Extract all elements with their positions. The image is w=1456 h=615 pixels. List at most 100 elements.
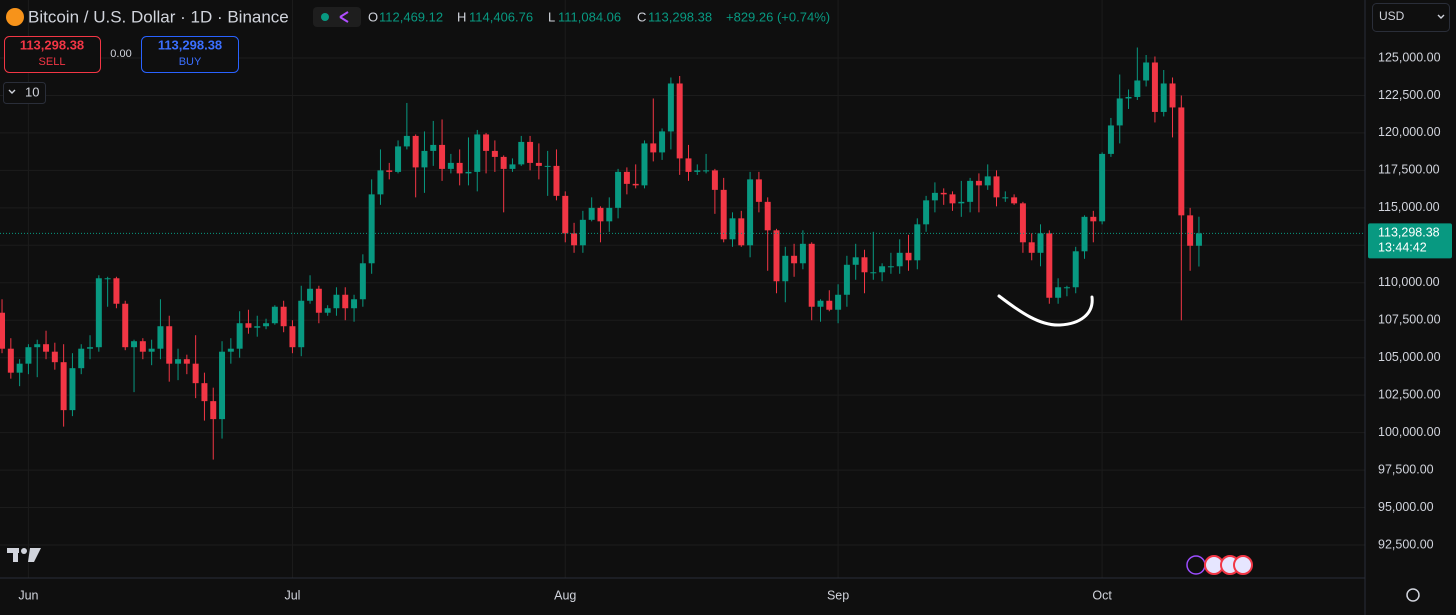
tradingview-logo [7, 548, 41, 562]
candle-body [271, 306, 278, 324]
candle-body [817, 300, 824, 307]
candle-body [51, 351, 58, 363]
candle-body [967, 180, 974, 202]
x-tick-label: Jun [18, 588, 38, 602]
currency-selector[interactable] [1372, 3, 1450, 32]
candle-body [25, 347, 32, 364]
candle-body [430, 144, 437, 151]
candle-body [227, 348, 234, 352]
candle-body [861, 257, 868, 273]
candle-body [843, 264, 850, 295]
candle-body [315, 288, 322, 313]
candle-body [923, 200, 930, 225]
close-value: 113,298.38 [648, 9, 712, 24]
candle-body [597, 207, 604, 222]
candle-body [975, 180, 982, 186]
candle-body [447, 162, 454, 169]
candle-body [0, 312, 6, 349]
candle-body [122, 303, 129, 348]
candle-body [113, 278, 120, 304]
candle-body [879, 266, 886, 273]
candle-body [984, 176, 991, 186]
candle-body [764, 201, 771, 231]
candle-body [7, 348, 14, 373]
candle-body [377, 170, 384, 195]
candle-body [579, 219, 586, 246]
candle-body [298, 300, 305, 348]
event-icon[interactable] [1186, 555, 1206, 575]
buy-button[interactable] [141, 36, 239, 73]
candle-body [1090, 216, 1097, 222]
candle-body [1125, 96, 1132, 99]
candle-body [254, 326, 261, 328]
candle-body [43, 344, 50, 352]
quantity-box[interactable] [3, 82, 46, 104]
candle-body [1178, 107, 1185, 216]
candle-body [615, 171, 622, 208]
candle-body [500, 156, 507, 169]
sell-button[interactable] [4, 36, 101, 73]
candle-body [641, 143, 648, 186]
candle-body [1037, 233, 1044, 253]
candle-body [236, 323, 243, 349]
candle-body [826, 300, 833, 310]
candle-body [553, 165, 560, 196]
candle-body [606, 207, 613, 222]
x-tick-label: Aug [554, 588, 576, 602]
candle-body [747, 179, 754, 246]
candle-body [139, 341, 146, 352]
candle-body [623, 171, 630, 184]
candle-body [773, 230, 780, 282]
candle-body [835, 294, 842, 310]
candle-body [694, 170, 701, 172]
candle-body [1195, 233, 1202, 246]
candle-body [799, 243, 806, 264]
candle-body [896, 252, 903, 267]
candle-body [69, 368, 76, 411]
candle-body [307, 288, 314, 301]
x-tick-label: Jul [284, 588, 300, 602]
candle-body [148, 348, 155, 352]
candle-body [535, 162, 542, 166]
y-tick-label: 97,500.00 [1378, 462, 1434, 476]
event-icons[interactable] [1186, 555, 1253, 575]
candle-body [395, 146, 402, 172]
candle-body [1169, 83, 1176, 108]
candle-body [359, 263, 366, 300]
event-icon[interactable] [1233, 555, 1253, 575]
candle-body [78, 348, 85, 369]
y-tick-label: 122,500.00 [1378, 88, 1441, 102]
low-value: 111,084.06 [558, 9, 621, 24]
candle-body [1063, 287, 1070, 289]
candle-body [958, 201, 965, 204]
candle-body [703, 170, 710, 172]
settings-icon[interactable] [1406, 588, 1420, 602]
candle-body [1055, 287, 1062, 298]
candle-body [421, 150, 428, 168]
candle-body [439, 144, 446, 169]
logo-part [21, 548, 27, 554]
candle-body [34, 344, 41, 348]
y-tick-label: 110,000.00 [1378, 275, 1440, 289]
candle-body [289, 326, 296, 348]
candle-body [95, 278, 102, 348]
candle-body [808, 243, 815, 307]
candle-body [1143, 62, 1150, 81]
candle-body [1134, 80, 1141, 97]
indicator-pill[interactable] [313, 7, 361, 27]
candle-body [509, 164, 516, 169]
candle-body [949, 194, 956, 204]
candle-body [157, 326, 164, 349]
candle-body [1011, 197, 1018, 204]
y-tick-label: 125,000.00 [1378, 50, 1441, 64]
candle-body [333, 294, 340, 309]
candle-body [659, 131, 666, 153]
spread: 0.00 [110, 48, 131, 60]
y-tick-label: 92,500.00 [1378, 537, 1434, 551]
candle-body [588, 207, 595, 220]
logo-part [13, 548, 18, 562]
candle-body [1019, 203, 1026, 243]
candle-body [1160, 83, 1167, 112]
buy-price: 113,298.38 [158, 37, 222, 52]
candle-body [403, 135, 410, 147]
